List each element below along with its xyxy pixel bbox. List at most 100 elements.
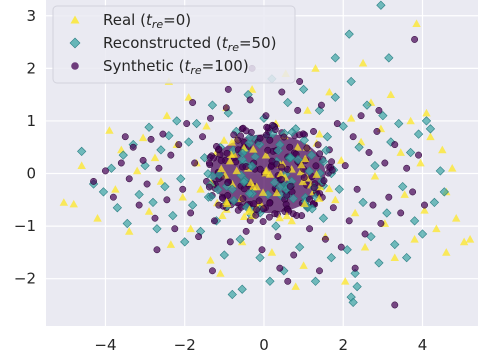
point-circle: [286, 143, 294, 151]
point-triangle: [77, 161, 86, 169]
point-triangle: [406, 116, 415, 125]
core-point-circle: [217, 156, 225, 164]
core-point-diamond: [299, 135, 309, 145]
point-circle: [391, 141, 399, 149]
point-triangle: [390, 253, 399, 262]
x-tick-label: 4: [418, 336, 428, 354]
core-point-diamond: [214, 169, 224, 180]
point-circle: [341, 162, 349, 170]
point-triangle: [422, 108, 431, 117]
point-circle: [329, 204, 337, 212]
core-point-diamond: [254, 139, 265, 150]
core-point-circle: [266, 136, 274, 144]
point-circle: [310, 128, 317, 135]
x-tick-label: −4: [94, 336, 116, 354]
point-circle: [411, 35, 419, 43]
point-diamond: [417, 229, 428, 239]
legend: Real (tre=0) Reconstructed (tre=50) Synthe…: [52, 5, 296, 84]
point-diamond: [378, 111, 388, 121]
legend-marker: [69, 37, 81, 49]
core-point-triangle: [252, 182, 261, 191]
core-point-circle: [299, 130, 307, 138]
core-point-circle: [278, 175, 285, 183]
point-diamond: [310, 276, 321, 286]
core-point-circle: [300, 174, 308, 182]
point-diamond: [235, 234, 245, 244]
core-point-circle: [205, 183, 213, 191]
point-diamond: [184, 137, 194, 147]
core-point-triangle: [282, 211, 292, 220]
core-point-circle: [293, 211, 301, 219]
y-tick-label: 0: [26, 165, 36, 183]
core-point-diamond: [244, 189, 255, 199]
core-point-diamond: [288, 194, 298, 204]
point-circle: [163, 196, 171, 204]
point-diamond: [421, 116, 432, 126]
point-circle: [349, 133, 357, 141]
point-diamond: [413, 129, 424, 139]
core-point-circle: [268, 157, 276, 165]
point-diamond: [382, 208, 392, 218]
x-tick-label: −2: [174, 336, 196, 354]
legend-box: [52, 5, 296, 84]
core-point-triangle: [219, 136, 229, 144]
point-diamond: [318, 213, 329, 223]
core-point-circle: [328, 166, 336, 174]
point-circle: [385, 193, 393, 201]
core-point-triangle: [275, 213, 284, 222]
point-diamond: [271, 221, 281, 231]
point-diamond: [344, 29, 354, 39]
core-point-circle: [224, 192, 231, 199]
point-triangle: [337, 156, 346, 164]
point-triangle: [196, 185, 205, 193]
point-circle: [155, 164, 163, 172]
point-diamond: [295, 242, 305, 252]
point-diamond: [322, 132, 333, 142]
point-triangle: [360, 242, 370, 251]
point-circle: [175, 141, 183, 149]
legend-marker: [71, 62, 79, 70]
point-diamond: [237, 284, 247, 294]
point-triangle: [448, 164, 457, 172]
point-circle: [391, 301, 399, 309]
point-circle: [191, 159, 199, 167]
legend-item: Reconstructed (tre=50): [69, 34, 276, 54]
point-triangle: [132, 166, 142, 175]
point-circle: [290, 251, 298, 259]
point-circle: [421, 201, 428, 209]
core-point-triangle: [297, 160, 306, 169]
point-circle: [353, 185, 361, 193]
core-point-circle: [205, 159, 213, 167]
point-diamond: [374, 258, 384, 268]
point-circle: [361, 230, 369, 238]
core-point-circle: [316, 150, 324, 158]
point-circle: [210, 217, 218, 225]
point-circle: [121, 133, 129, 141]
point-diamond: [376, 0, 386, 10]
y-tick-label: −2: [14, 270, 36, 288]
point-triangle: [416, 158, 425, 167]
core-point-triangle: [239, 212, 249, 220]
core-point-triangle: [298, 177, 308, 186]
core-point-diamond: [286, 153, 296, 163]
point-diamond: [330, 53, 340, 63]
point-diamond: [283, 97, 293, 108]
point-triangle: [69, 199, 78, 208]
data-points: [59, 0, 475, 309]
point-triangle: [267, 248, 277, 256]
point-diamond: [352, 281, 362, 292]
point-circle: [377, 220, 385, 227]
point-circle: [381, 159, 389, 167]
point-triangle: [426, 132, 435, 141]
point-circle: [294, 106, 302, 114]
point-diamond: [219, 250, 229, 260]
point-circle: [171, 225, 179, 233]
y-tick-label: 2: [26, 59, 36, 77]
point-diamond: [405, 147, 416, 158]
core-point-circle: [265, 213, 273, 221]
core-point-circle: [250, 200, 258, 208]
point-circle: [207, 114, 214, 122]
point-triangle: [299, 261, 308, 269]
core-point-circle: [239, 195, 247, 203]
point-triangle: [400, 190, 409, 198]
